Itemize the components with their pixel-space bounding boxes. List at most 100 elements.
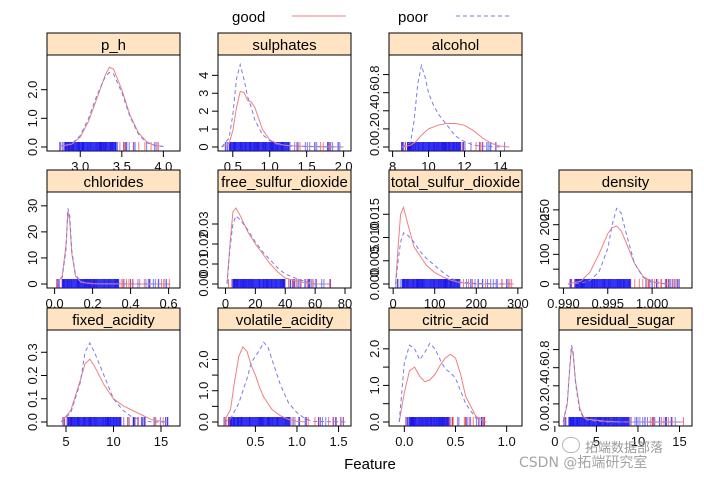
x-tick-label: 1.5 (329, 434, 347, 449)
y-tick-label: 0.0 (196, 413, 211, 431)
panel-frame (388, 191, 523, 289)
x-tick-label: 0.5 (446, 434, 464, 449)
panel-frame (217, 329, 352, 427)
y-tick-label: 0.00 (196, 271, 211, 296)
y-tick-label: 0 (537, 280, 552, 287)
y-tick-label: 0.0 (367, 138, 382, 156)
strip-label: total_sulfur_dioxide (391, 174, 520, 191)
strip-label: sulphates (252, 37, 316, 54)
density-line-good (567, 225, 670, 285)
panel-p-h: p_h3.0 3.5 4.00.01.02.0 (25, 32, 181, 174)
x-tick-label: 10 (106, 434, 120, 449)
rug-band (232, 279, 286, 288)
density-line-poor (395, 232, 514, 285)
density-line-poor (398, 342, 487, 423)
rug-band (568, 417, 630, 426)
panel-chlorides: chlorides 0.0 0.2 0.4 0.6 0 10 20 30 (25, 169, 181, 311)
y-tick-label: 3 (196, 90, 211, 97)
density-line-good (56, 210, 171, 285)
plot-area (226, 207, 332, 288)
x-tick-label: 0.995 (591, 296, 624, 311)
density-line-good (60, 358, 166, 423)
panel-volatile-acidity: volatile_acidity 0.5 1.0 1.5 0.0 1.0 2.0 (196, 307, 352, 449)
x-tick-label: 1.0 (498, 434, 516, 449)
panel-citric-acid: citric_acid 0.0 0.5 1.0 0.0 1.0 2.0 (367, 307, 523, 449)
x-tick-label: 60 (308, 296, 322, 311)
y-tick-label: 0.02 (196, 231, 211, 256)
y-tick-label: 0.000 (367, 268, 382, 301)
x-tick-label: 0 (390, 296, 397, 311)
x-tick-label: 0.0 (395, 434, 413, 449)
watermark-logo-icon (562, 437, 580, 453)
y-tick-label: 200 (537, 214, 552, 236)
x-tick-label: 300 (507, 296, 529, 311)
y-tick-label: 10 (25, 251, 40, 265)
x-tick-label: 8 (389, 159, 396, 174)
y-tick-label: 0.01 (196, 251, 211, 276)
x-tick-label: 100 (424, 296, 446, 311)
y-tick-label: 20 (25, 225, 40, 239)
density-line-poor (60, 341, 166, 423)
rug-band (67, 417, 122, 426)
rug-band (64, 142, 117, 151)
density-line-good (226, 207, 331, 285)
legend-label-good: good (232, 9, 265, 26)
y-tick-label: 0.0 (25, 413, 40, 431)
y-tick-label: 0.03 (196, 211, 211, 236)
density-line-good (401, 123, 510, 148)
panel-residual-sugar: residual_sugar 0 5 10 15 0.00.20.40.60.8 (537, 307, 693, 449)
x-tick-label: 0.6 (160, 296, 178, 311)
y-tick-label: 2.0 (367, 340, 382, 358)
density-line-good (59, 66, 164, 147)
rug-band (229, 142, 290, 151)
y-tick-label: 0.005 (367, 244, 382, 277)
y-tick-label: 0.8 (367, 66, 382, 84)
y-tick-label: 0 (25, 280, 40, 287)
y-tick-label: 0.8 (537, 341, 552, 359)
strip-label: fixed_acidity (72, 312, 155, 329)
strip-label: residual_sugar (576, 312, 674, 329)
y-tick-label: 1.0 (196, 382, 211, 400)
x-tick-label: 5 (62, 434, 69, 449)
density-line-good (395, 205, 514, 285)
y-tick-label: 2.0 (25, 81, 40, 99)
y-tick-label: 0.4 (537, 377, 552, 395)
density-line-poor (59, 71, 164, 147)
density-line-poor (223, 341, 346, 423)
x-tick-label: 5 (593, 434, 600, 449)
panel-frame (388, 329, 523, 427)
y-tick-label: 1.0 (367, 376, 382, 394)
y-tick-label: 0.4 (367, 102, 382, 120)
x-tick-label: 40 (278, 296, 292, 311)
strip-label: volatile_acidity (236, 312, 334, 329)
x-tick-label: 0 (551, 434, 558, 449)
strip-label: citric_acid (422, 312, 489, 329)
strip-label: chlorides (83, 174, 143, 191)
y-tick-label: 0.2 (367, 120, 382, 138)
density-line-good (223, 345, 306, 423)
x-tick-label: 80 (338, 296, 352, 311)
plot-area (56, 208, 171, 288)
panel-frame (217, 191, 352, 289)
x-tick-label: 20 (248, 296, 262, 311)
plot-area (223, 341, 346, 426)
plot-area (562, 344, 684, 426)
y-tick-label: 0.1 (25, 390, 40, 408)
panel-free-sulfur-dioxide: free_sulfur_dioxide 0 20 40 60 80 0.000.010.02… (196, 169, 352, 311)
x-tick-label: 1.0 (288, 434, 306, 449)
x-tick-label: 15 (154, 434, 168, 449)
density-line-poor (567, 207, 670, 285)
y-tick-label: 0.6 (537, 359, 552, 377)
plot-area (401, 63, 510, 151)
y-tick-label: 0.0 (537, 413, 552, 431)
x-tick-label: 0.5 (246, 434, 264, 449)
panel-total-sulfur-dioxide: total_sulfur_dioxide 0 100 200 300 0.0000.005… (367, 169, 529, 311)
rug-band (229, 417, 291, 426)
y-tick-label: 100 (537, 243, 552, 265)
legend-label-poor: poor (398, 9, 428, 26)
